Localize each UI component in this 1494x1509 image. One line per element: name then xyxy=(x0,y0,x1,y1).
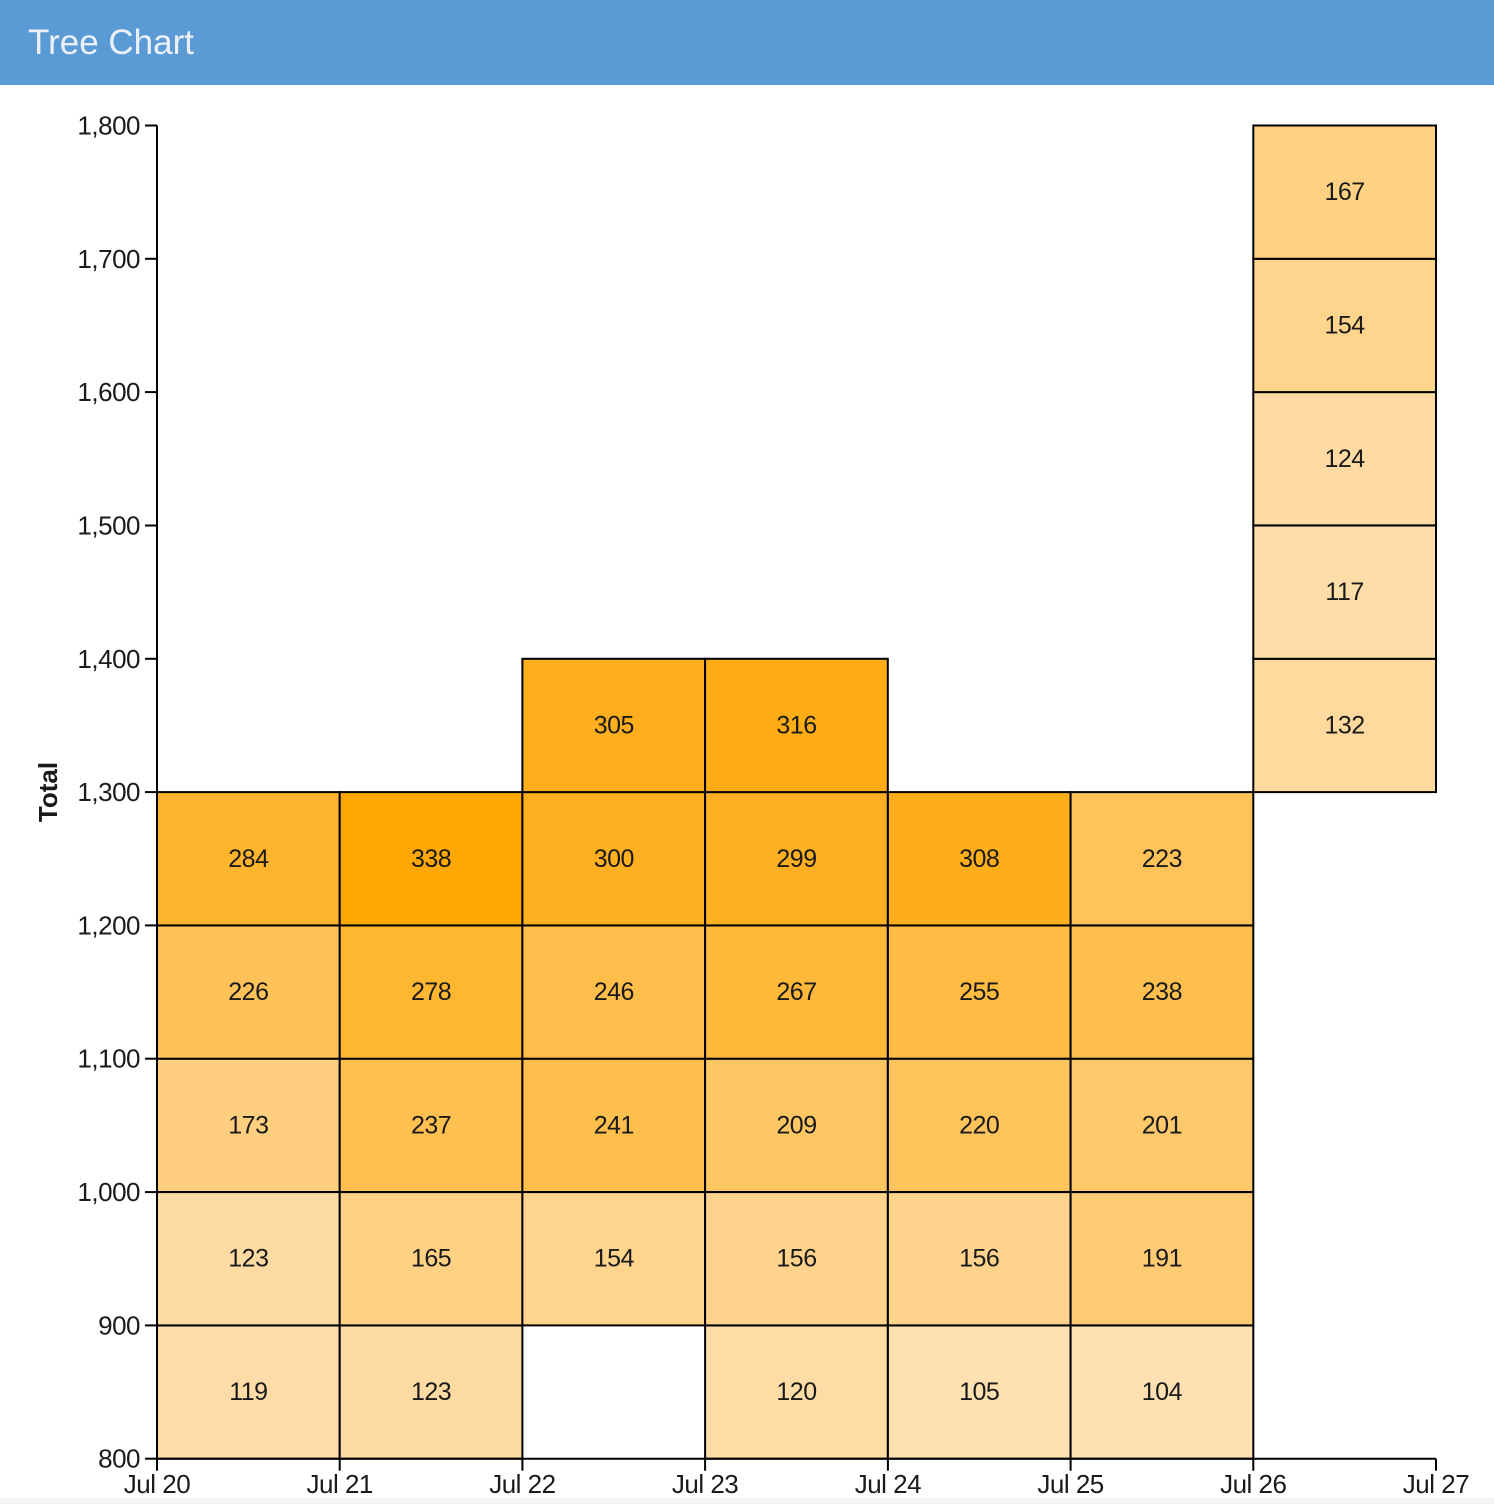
svg-text:1,300: 1,300 xyxy=(77,777,140,807)
svg-text:Tree Chart: Tree Chart xyxy=(28,23,194,62)
svg-text:255: 255 xyxy=(959,978,999,1006)
svg-text:226: 226 xyxy=(228,978,268,1006)
svg-text:156: 156 xyxy=(959,1245,999,1273)
svg-text:299: 299 xyxy=(776,845,816,873)
svg-text:308: 308 xyxy=(959,845,999,873)
svg-text:Jul 23: Jul 23 xyxy=(672,1469,738,1499)
svg-text:123: 123 xyxy=(228,1245,268,1273)
svg-text:800: 800 xyxy=(98,1444,140,1474)
svg-text:223: 223 xyxy=(1142,845,1182,873)
svg-text:220: 220 xyxy=(959,1111,999,1139)
svg-text:120: 120 xyxy=(776,1378,816,1406)
svg-text:123: 123 xyxy=(411,1378,451,1406)
svg-text:173: 173 xyxy=(228,1111,268,1139)
svg-text:209: 209 xyxy=(776,1111,816,1139)
svg-text:338: 338 xyxy=(411,845,451,873)
svg-text:Jul 25: Jul 25 xyxy=(1037,1469,1103,1499)
svg-text:167: 167 xyxy=(1324,178,1364,206)
svg-text:Jul 21: Jul 21 xyxy=(307,1469,373,1499)
svg-text:237: 237 xyxy=(411,1111,451,1139)
svg-text:154: 154 xyxy=(1324,312,1365,340)
svg-text:Jul 26: Jul 26 xyxy=(1220,1469,1286,1499)
svg-text:191: 191 xyxy=(1142,1245,1182,1273)
svg-text:124: 124 xyxy=(1324,445,1365,473)
svg-text:132: 132 xyxy=(1324,711,1364,739)
svg-text:119: 119 xyxy=(229,1378,267,1406)
svg-text:1,800: 1,800 xyxy=(77,111,140,141)
svg-text:Jul 27: Jul 27 xyxy=(1403,1469,1469,1499)
svg-text:Total: Total xyxy=(33,762,63,822)
svg-text:241: 241 xyxy=(594,1111,634,1139)
svg-text:305: 305 xyxy=(594,711,634,739)
svg-text:1,400: 1,400 xyxy=(77,644,140,674)
svg-text:154: 154 xyxy=(594,1245,635,1273)
svg-text:1,700: 1,700 xyxy=(77,244,140,274)
svg-text:900: 900 xyxy=(98,1310,140,1340)
svg-text:104: 104 xyxy=(1142,1378,1183,1406)
svg-text:Jul 22: Jul 22 xyxy=(489,1469,555,1499)
svg-text:1,200: 1,200 xyxy=(77,910,140,940)
svg-text:1,100: 1,100 xyxy=(77,1044,140,1074)
svg-text:278: 278 xyxy=(411,978,451,1006)
svg-text:Jul 20: Jul 20 xyxy=(124,1469,190,1499)
svg-text:105: 105 xyxy=(959,1378,999,1406)
svg-text:117: 117 xyxy=(1325,578,1363,606)
svg-text:201: 201 xyxy=(1142,1111,1182,1139)
svg-text:300: 300 xyxy=(594,845,634,873)
svg-text:1,600: 1,600 xyxy=(77,377,140,407)
svg-text:1,500: 1,500 xyxy=(77,511,140,541)
svg-text:165: 165 xyxy=(411,1245,451,1273)
svg-text:Jul 24: Jul 24 xyxy=(855,1469,921,1499)
svg-text:284: 284 xyxy=(228,845,269,873)
svg-text:238: 238 xyxy=(1142,978,1182,1006)
svg-text:246: 246 xyxy=(594,978,634,1006)
svg-text:316: 316 xyxy=(776,711,816,739)
svg-text:267: 267 xyxy=(776,978,816,1006)
svg-text:1,000: 1,000 xyxy=(77,1177,140,1207)
svg-text:156: 156 xyxy=(776,1245,816,1273)
